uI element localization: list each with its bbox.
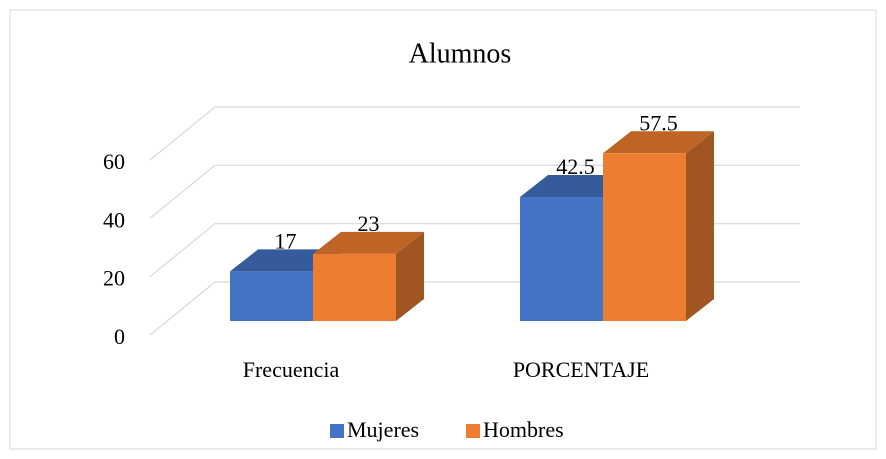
- y-tick-label: 0: [114, 324, 125, 349]
- bar: [603, 153, 686, 321]
- legend-label: Mujeres: [347, 417, 419, 442]
- bar-top: [313, 231, 424, 254]
- x-tick-label: PORCENTAJE: [513, 357, 649, 382]
- bar: [313, 253, 396, 321]
- bar: [520, 197, 603, 321]
- legend-label: Hombres: [483, 417, 564, 442]
- chart-border: [9, 9, 877, 450]
- bar: [230, 271, 313, 321]
- bar-side: [396, 231, 424, 321]
- grid-line: [149, 106, 800, 161]
- y-tick-label: 60: [103, 149, 125, 174]
- bar-top: [603, 131, 714, 154]
- bar-side: [686, 131, 714, 321]
- data-label: 17: [275, 228, 297, 253]
- data-label: 42.5: [556, 154, 595, 179]
- legend-swatch: [466, 424, 480, 438]
- y-tick-label: 40: [103, 207, 125, 232]
- x-tick-label: Frecuencia: [243, 357, 340, 382]
- legend-swatch: [330, 424, 344, 438]
- data-label: 23: [358, 211, 380, 236]
- chart-title: Alumnos: [409, 38, 512, 69]
- y-tick-label: 20: [103, 266, 125, 291]
- data-label: 57.5: [639, 110, 678, 135]
